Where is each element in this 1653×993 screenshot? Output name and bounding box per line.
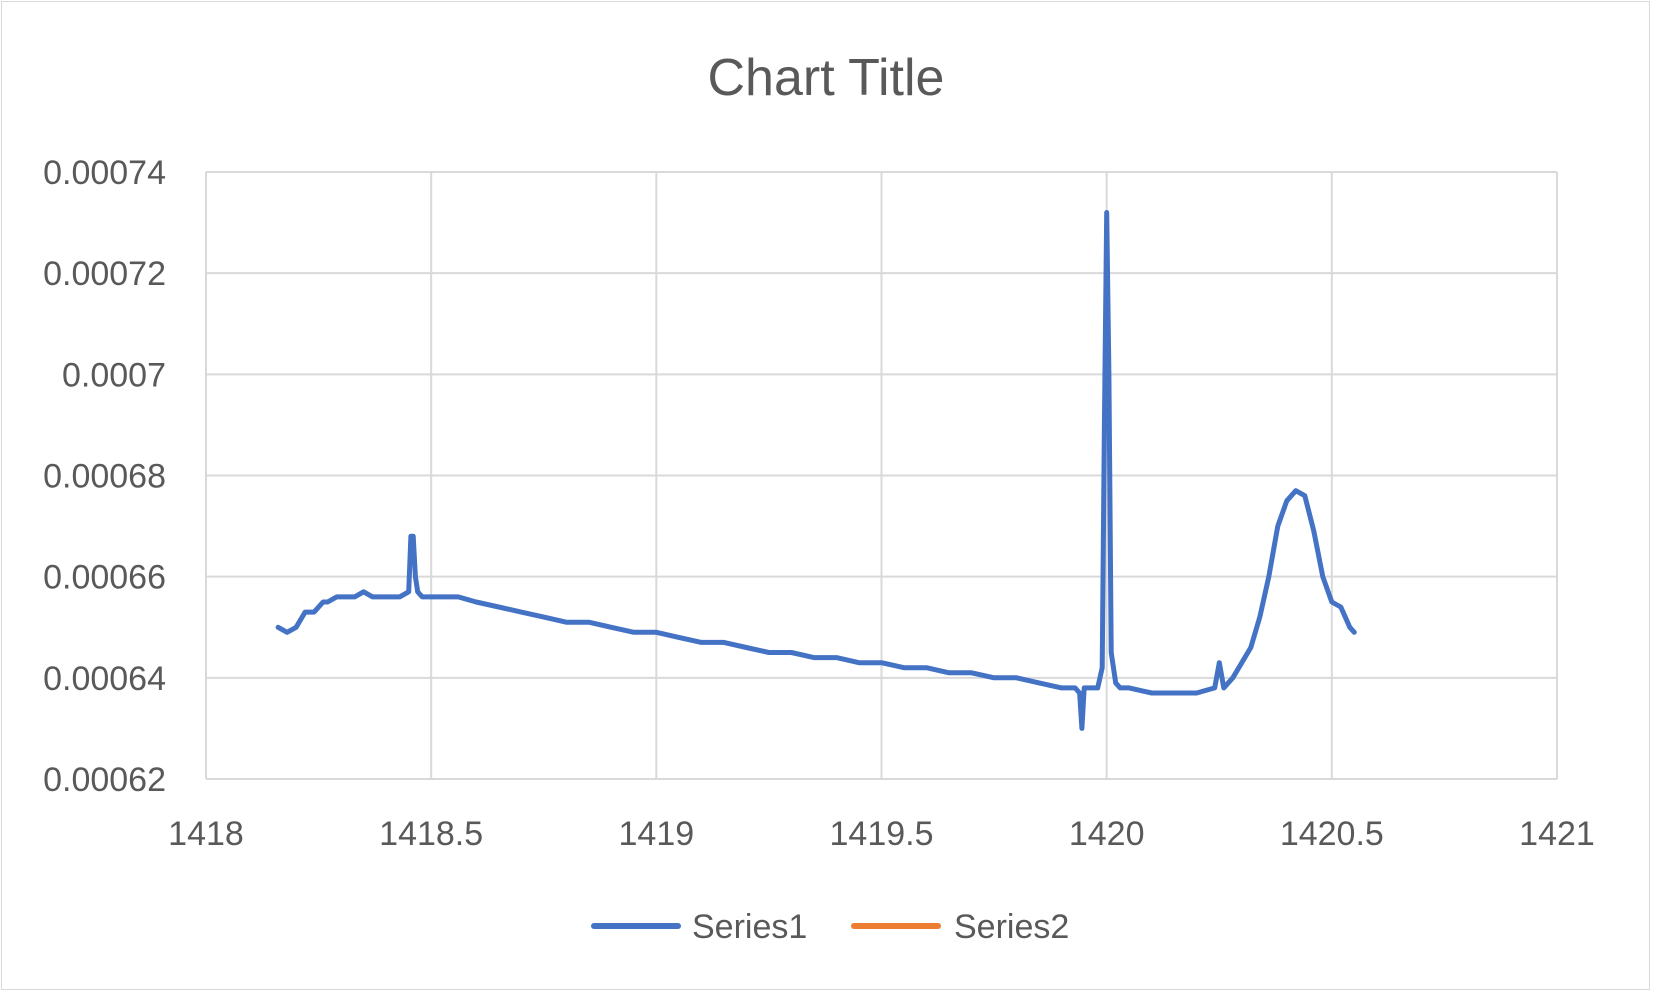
- x-tick-label: 1420: [1069, 815, 1145, 853]
- legend: Series1 Series2: [591, 908, 1069, 946]
- y-tick-label: 0.00072: [43, 255, 166, 293]
- x-tick-label: 1418.5: [379, 815, 483, 853]
- chart-title: Chart Title: [708, 49, 945, 107]
- series-line-1: [275, 210, 1357, 731]
- series-lines: [275, 210, 1357, 731]
- legend-label-2: Series2: [954, 908, 1069, 946]
- legend-label-1: Series1: [692, 908, 807, 946]
- gridlines: [205, 171, 1558, 780]
- x-tick-label: 1419: [619, 815, 695, 853]
- x-tick-label: 1418: [168, 815, 244, 853]
- y-tick-label: 0.00074: [43, 154, 166, 192]
- x-axis-tick-labels: 1418 1418.5 1419 1419.5 1420 1420.5 1421: [168, 815, 1595, 853]
- y-tick-label: 0.00066: [43, 559, 166, 597]
- y-tick-label: 0.00068: [43, 458, 166, 496]
- y-axis-tick-labels: 0.00074 0.00072 0.0007 0.00068 0.00066 0.0006…: [43, 154, 166, 799]
- y-tick-label: 0.0007: [62, 356, 166, 394]
- x-tick-label: 1420.5: [1280, 815, 1384, 853]
- x-tick-label: 1419.5: [830, 815, 934, 853]
- y-tick-label: 0.00062: [43, 761, 166, 799]
- y-tick-label: 0.00064: [43, 660, 166, 698]
- x-tick-label: 1421: [1519, 815, 1595, 853]
